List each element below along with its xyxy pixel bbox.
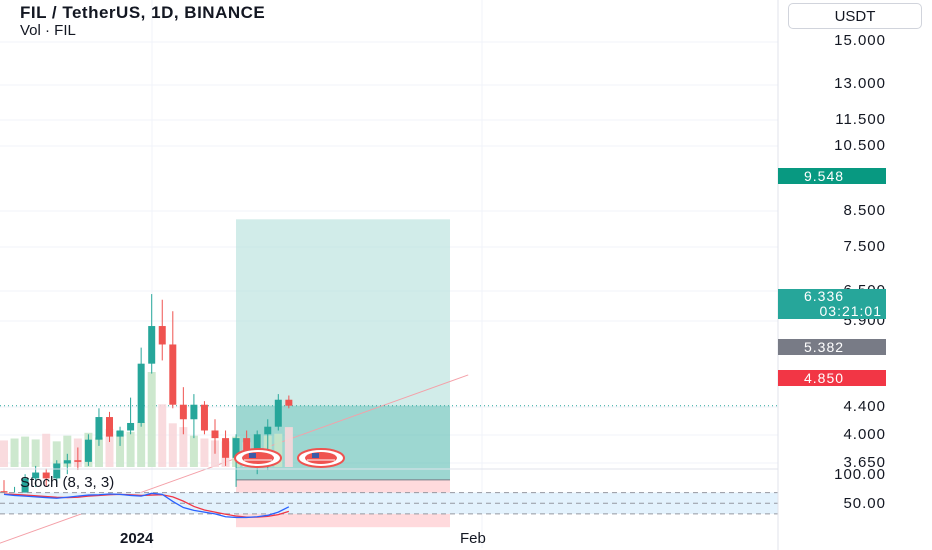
volume-bar [31, 439, 40, 467]
candle-body [232, 438, 240, 458]
price-axis-label: 7.500 [843, 238, 886, 255]
candle-body [200, 404, 208, 431]
candle-body [274, 399, 282, 427]
volume-bar [10, 438, 19, 467]
flag-stripes [242, 452, 274, 464]
candle-body [116, 430, 124, 437]
candle-body [264, 426, 272, 435]
volume-bar [179, 427, 188, 467]
volume-legend[interactable]: Vol · FIL [20, 22, 76, 39]
flag-canton [249, 453, 256, 458]
stop-loss-tag[interactable]: 4.850 [778, 370, 886, 386]
stoch-legend[interactable]: Stoch (8, 3, 3) [20, 474, 115, 491]
candle-body [169, 344, 177, 405]
time-axis-label: 2024 [120, 530, 154, 547]
stochastic-pane [0, 492, 778, 519]
time-axis-label: Feb [460, 530, 486, 547]
volume-bar [126, 431, 135, 467]
candle-body [243, 438, 251, 454]
flag-stripes [305, 452, 337, 464]
volume-bar [200, 438, 209, 467]
stoch-axis-label: 100.00 [834, 466, 886, 483]
stoch-axis-label: 50.00 [843, 495, 886, 512]
candle-body [32, 472, 40, 479]
candle-body [63, 460, 71, 464]
candle-body [285, 399, 293, 406]
candle-body [95, 417, 103, 440]
candle-body [21, 478, 29, 494]
candle-body [84, 439, 92, 462]
candle-body [158, 326, 166, 345]
candle-body [190, 404, 198, 420]
volume-bar [284, 427, 293, 467]
volume-bar [189, 435, 198, 467]
candle-body [106, 417, 113, 437]
current-price-tag[interactable]: 6.336 03:21:01 [778, 289, 886, 319]
take-profit-tag[interactable]: 9.548 [778, 168, 886, 184]
price-axis-label: 11.500 [835, 111, 886, 128]
candle-body [74, 460, 82, 462]
symbol-title[interactable]: FIL / TetherUS, 1D, BINANCE [20, 3, 266, 22]
volume-bar [0, 440, 8, 467]
economic-events [234, 448, 345, 468]
candle-body [253, 434, 261, 454]
candle-body [148, 326, 156, 364]
price-axis-label: 8.500 [843, 202, 886, 219]
volume-bar [21, 436, 30, 467]
candle-body [179, 404, 187, 420]
flag-canton [312, 453, 319, 458]
price-axis-label: 4.400 [843, 398, 886, 415]
volume-bar [147, 372, 156, 467]
volume-bar [94, 437, 103, 467]
volume-bar [105, 429, 114, 467]
us-flag-icon [297, 448, 345, 468]
volume-bar [137, 422, 146, 467]
candle-body [127, 422, 135, 431]
price-axis-label: 13.000 [834, 75, 886, 92]
price-axis-label: 15.000 [834, 32, 886, 49]
volume-bar [63, 435, 72, 467]
volume-bar [52, 441, 61, 467]
volume-bar [42, 433, 51, 467]
price-axis-label: 4.000 [843, 426, 886, 443]
volume-bar [274, 433, 283, 467]
candlestick-series [0, 294, 293, 509]
volume-bar [116, 430, 125, 467]
candle-body [222, 438, 230, 458]
stoch-k-line [3, 492, 290, 519]
us-flag-icon [234, 448, 282, 468]
volume-bar [158, 404, 167, 467]
entry-price-tag[interactable]: 5.382 [778, 339, 886, 355]
price-axis-label: 10.500 [834, 137, 886, 154]
candle-body [42, 472, 50, 479]
currency-button[interactable]: USDT [788, 3, 922, 29]
candle-body [53, 463, 61, 479]
long-position-tool[interactable] [236, 219, 450, 528]
candle-body [137, 363, 145, 423]
price-axis-label: 3.650 [843, 454, 886, 471]
candle-body [211, 430, 219, 439]
current-price-value: 6.336 [804, 288, 845, 304]
volume-bar [168, 423, 177, 467]
countdown-timer: 03:21:01 [819, 303, 882, 319]
